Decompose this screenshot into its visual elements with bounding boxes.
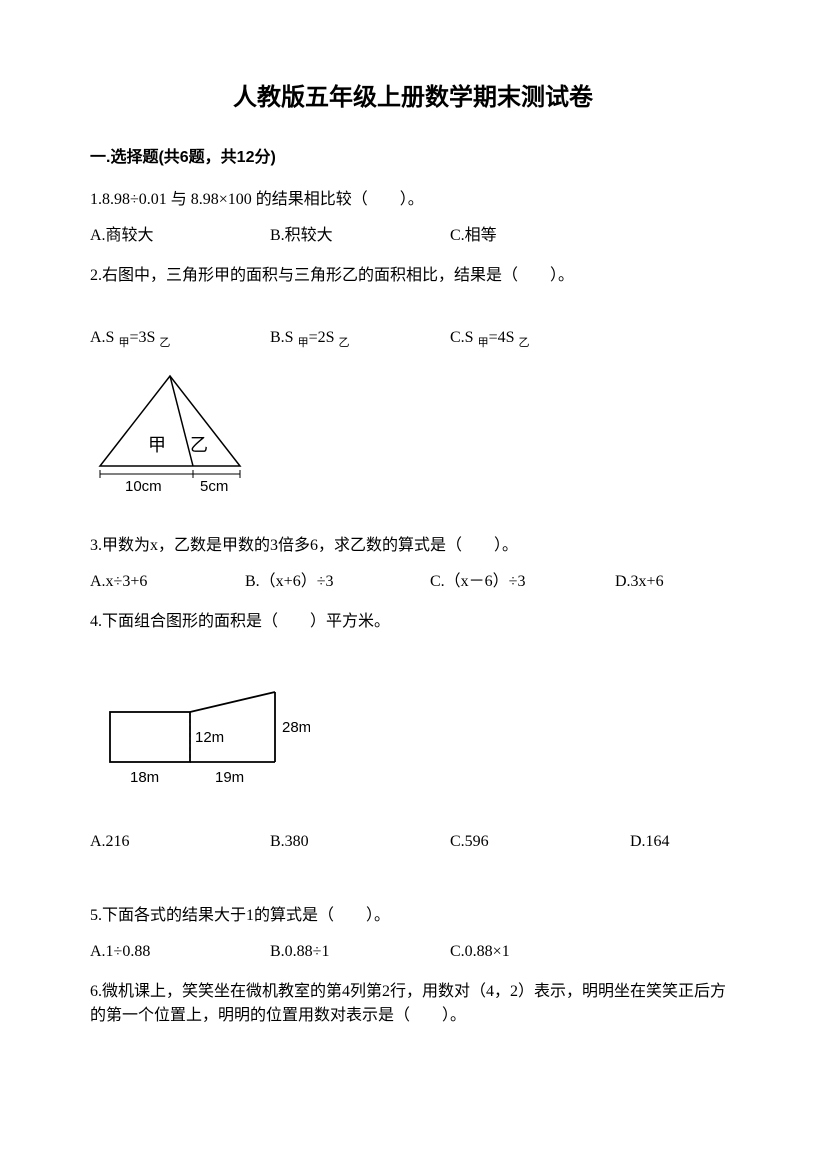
q5-options: A.1÷0.88 B.0.88÷1 C.0.88×1 — [90, 940, 736, 964]
q4-figure: 12m 28m 18m 19m — [100, 682, 736, 800]
question-6: 6.微机课上，笑笑坐在微机教室的第4列第2行，用数对（4，2）表示，明明坐在笑笑… — [90, 980, 736, 1028]
q1-optA: A.商较大 — [90, 224, 270, 248]
q1-optB: B.积较大 — [270, 224, 450, 248]
q2-optB: B.S 甲=2S 乙 — [270, 326, 450, 352]
q2-figure: 甲 乙 10cm 5cm — [90, 366, 736, 504]
question-3: 3.甲数为x，乙数是甲数的3倍多6，求乙数的算式是（ ）。 A.x÷3+6 B.… — [90, 534, 736, 594]
question-2: 2.右图中，三角形甲的面积与三角形乙的面积相比，结果是（ ）。 A.S 甲=3S… — [90, 264, 736, 504]
q5-text: 5.下面各式的结果大于1的算式是（ ）。 — [90, 904, 736, 928]
q6-text: 6.微机课上，笑笑坐在微机教室的第4列第2行，用数对（4，2）表示，明明坐在笑笑… — [90, 980, 736, 1028]
label-18m: 18m — [130, 769, 159, 786]
q3-optD: D.3x+6 — [615, 570, 664, 594]
q3-optB: B.（x+6）÷3 — [245, 570, 430, 594]
triangle-label-yi: 乙 — [190, 435, 208, 455]
q4-options: A.216 B.380 C.596 D.164 — [90, 830, 736, 854]
label-12m: 12m — [195, 729, 224, 746]
q4-optD: D.164 — [630, 830, 670, 854]
question-5: 5.下面各式的结果大于1的算式是（ ）。 A.1÷0.88 B.0.88÷1 C… — [90, 904, 736, 964]
triangle-10cm: 10cm — [125, 478, 162, 495]
page-title: 人教版五年级上册数学期末测试卷 — [90, 80, 736, 116]
question-1: 1.8.98÷0.01 与 8.98×100 的结果相比较（ ）。 A.商较大 … — [90, 188, 736, 248]
section-header: 一.选择题(共6题，共12分) — [90, 146, 736, 170]
q3-options: A.x÷3+6 B.（x+6）÷3 C.（x－6）÷3 D.3x+6 — [90, 570, 736, 594]
q4-text: 4.下面组合图形的面积是（ ）平方米。 — [90, 610, 736, 634]
q5-optA: A.1÷0.88 — [90, 940, 270, 964]
q1-text: 1.8.98÷0.01 与 8.98×100 的结果相比较（ ）。 — [90, 188, 736, 212]
q3-optA: A.x÷3+6 — [90, 570, 245, 594]
q2-text: 2.右图中，三角形甲的面积与三角形乙的面积相比，结果是（ ）。 — [90, 264, 736, 288]
q2-optA: A.S 甲=3S 乙 — [90, 326, 270, 352]
q4-optC: C.596 — [450, 830, 630, 854]
triangle-5cm: 5cm — [200, 478, 228, 495]
label-19m: 19m — [215, 769, 244, 786]
question-4: 4.下面组合图形的面积是（ ）平方米。 12m 28m 18m 19m A.21… — [90, 610, 736, 854]
label-28m: 28m — [282, 719, 310, 736]
q4-optB: B.380 — [270, 830, 450, 854]
q4-optA: A.216 — [90, 830, 270, 854]
q1-options: A.商较大 B.积较大 C.相等 — [90, 224, 736, 248]
q5-optC: C.0.88×1 — [450, 940, 630, 964]
q5-optB: B.0.88÷1 — [270, 940, 450, 964]
q3-text: 3.甲数为x，乙数是甲数的3倍多6，求乙数的算式是（ ）。 — [90, 534, 736, 558]
q2-optC: C.S 甲=4S 乙 — [450, 326, 630, 352]
q3-optC: C.（x－6）÷3 — [430, 570, 615, 594]
q2-options: A.S 甲=3S 乙 B.S 甲=2S 乙 C.S 甲=4S 乙 — [90, 326, 736, 352]
triangle-label-jia: 甲 — [148, 435, 166, 455]
q1-optC: C.相等 — [450, 224, 630, 248]
